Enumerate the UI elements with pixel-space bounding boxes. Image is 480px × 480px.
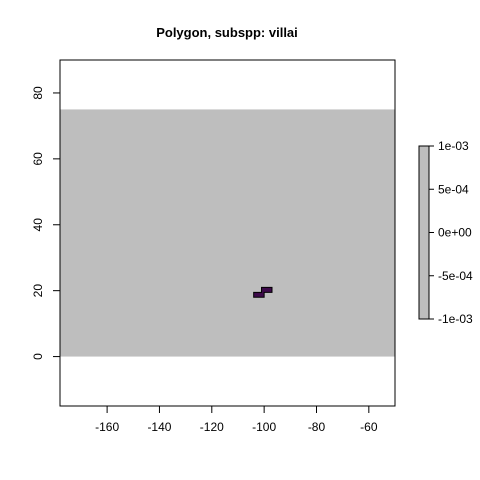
x-tick-label: -100	[252, 420, 276, 434]
plot-area	[59, 59, 396, 407]
y-tick-label: 80	[31, 86, 45, 100]
x-tick-label: -160	[95, 420, 119, 434]
legend-ticks: 1e-03 5e-04 0e+00 -5e-04 -1e-03	[429, 139, 473, 326]
legend-tick-label: -1e-03	[438, 312, 473, 326]
legend-colorbar	[418, 145, 430, 320]
range-polygon	[253, 286, 273, 298]
x-tick-label: -140	[147, 420, 171, 434]
x-tick-label: -120	[200, 420, 224, 434]
y-tick-label: 20	[31, 284, 45, 298]
x-axis: -160 -140 -120 -100 -80 -60	[95, 405, 378, 434]
y-tick-label: 0	[31, 353, 45, 360]
x-tick-label: -60	[360, 420, 378, 434]
y-tick-label: 40	[31, 218, 45, 232]
legend-tick-label: 1e-03	[438, 139, 469, 153]
legend-tick-label: 0e+00	[438, 226, 472, 240]
y-tick-label: 60	[31, 152, 45, 166]
legend-tick-label: 5e-04	[438, 182, 469, 196]
map-title: Polygon, subspp: villai	[156, 25, 298, 40]
y-axis: 0 20 40 60 80	[31, 86, 61, 360]
legend-tick-label: -5e-04	[438, 269, 473, 283]
color-legend: 1e-03 5e-04 0e+00 -5e-04 -1e-03	[418, 139, 473, 326]
raster-band	[60, 109, 395, 357]
x-tick-label: -80	[308, 420, 326, 434]
